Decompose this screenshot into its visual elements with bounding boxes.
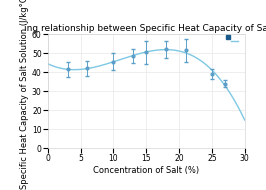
Text: ing relationship between Specific Heat Capacity of Salt Solution (J/kg°C) and Co: ing relationship between Specific Heat C… — [24, 25, 266, 33]
X-axis label: Concentration of Salt (%): Concentration of Salt (%) — [93, 166, 199, 175]
Y-axis label: Specific Heat Capacity of Salt Solution (J/kg°C): Specific Heat Capacity of Salt Solution … — [20, 0, 29, 189]
Legend:  — [230, 37, 242, 45]
